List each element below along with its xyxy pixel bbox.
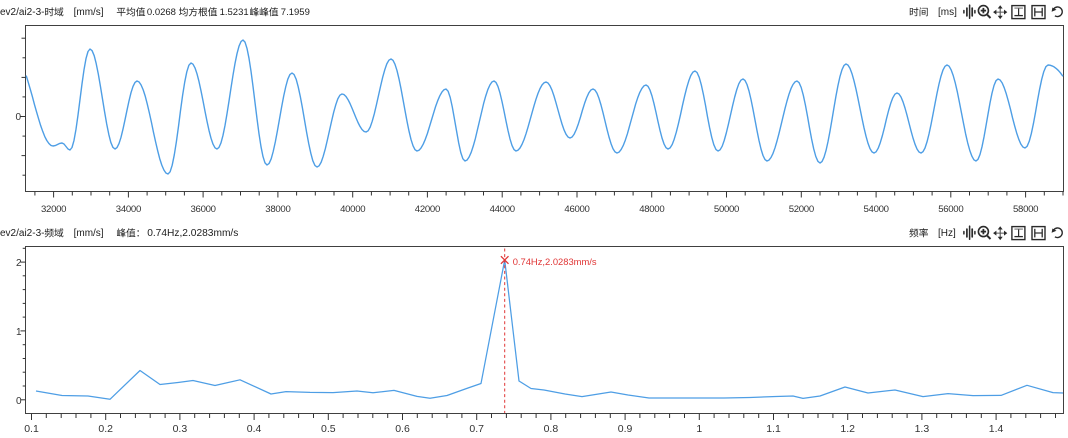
svg-text:1.3: 1.3 [915,423,930,435]
svg-text:0: 0 [16,396,22,407]
svg-text:46000: 46000 [564,204,589,215]
svg-text:50000: 50000 [714,204,739,215]
svg-text:1.5231: 1.5231 [220,7,249,18]
svg-text:0.1: 0.1 [24,423,39,435]
svg-text:0.74Hz,2.0283mm/s: 0.74Hz,2.0283mm/s [513,256,597,267]
svg-text:42000: 42000 [415,204,440,215]
svg-text:1: 1 [16,327,22,338]
svg-text:[Hz]: [Hz] [938,228,956,239]
svg-text:1.4: 1.4 [989,423,1004,435]
svg-text:0.2: 0.2 [98,423,113,435]
svg-text:38000: 38000 [265,204,290,215]
svg-text:40000: 40000 [340,204,365,215]
svg-text:36000: 36000 [191,204,216,215]
svg-text:56000: 56000 [938,204,963,215]
svg-text:2: 2 [16,258,22,269]
svg-text:0.74Hz,2.0283mm/s: 0.74Hz,2.0283mm/s [147,228,238,239]
svg-text:52000: 52000 [789,204,814,215]
svg-text:ev2/ai2-3-: ev2/ai2-3- [0,228,44,239]
svg-text:54000: 54000 [864,204,889,215]
svg-text:[mm/s]: [mm/s] [74,7,104,18]
svg-text:0.9: 0.9 [618,423,633,435]
svg-text:1.1: 1.1 [766,423,781,435]
svg-text:34000: 34000 [116,204,141,215]
svg-text:0.7: 0.7 [469,423,484,435]
svg-text:32000: 32000 [41,204,66,215]
svg-text:[mm/s]: [mm/s] [74,228,104,239]
svg-text:0.8: 0.8 [544,423,559,435]
svg-text:7.1959: 7.1959 [281,7,310,18]
svg-text:58000: 58000 [1013,204,1038,215]
svg-text:48000: 48000 [639,204,664,215]
svg-text:0.5: 0.5 [321,423,336,435]
svg-text:0.4: 0.4 [247,423,262,435]
svg-text:[ms]: [ms] [938,7,957,18]
svg-text:0.6: 0.6 [395,423,410,435]
svg-text:ev2/ai2-3-: ev2/ai2-3- [0,7,44,18]
svg-text:1.2: 1.2 [840,423,855,435]
svg-text:1: 1 [696,423,702,435]
svg-text:0: 0 [15,112,21,123]
svg-text:0.0268: 0.0268 [147,7,176,18]
svg-text:44000: 44000 [490,204,515,215]
svg-text:0.3: 0.3 [173,423,188,435]
